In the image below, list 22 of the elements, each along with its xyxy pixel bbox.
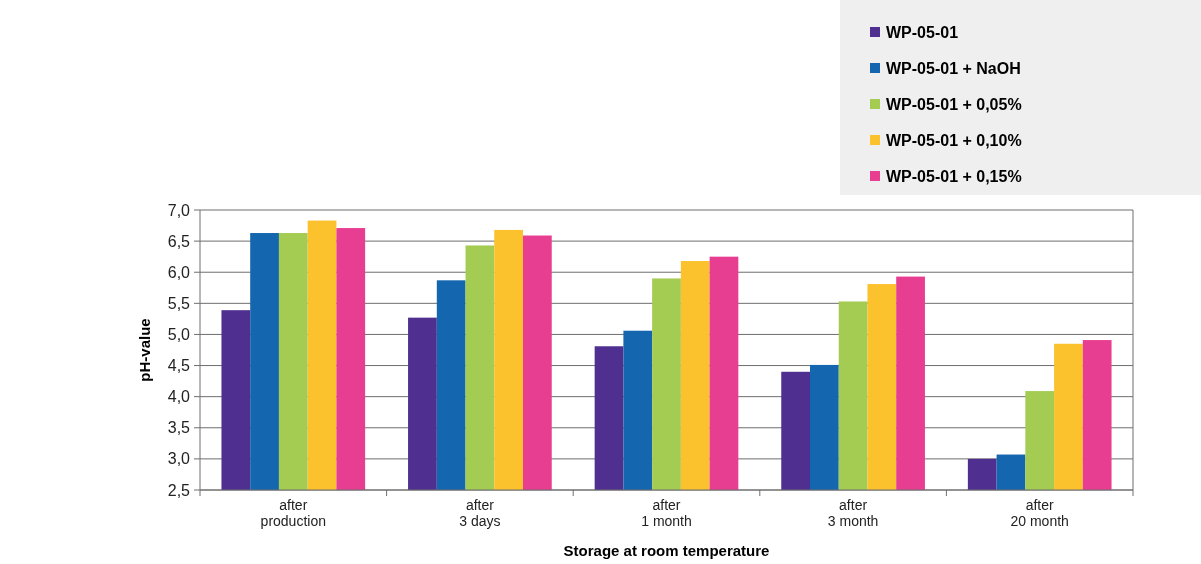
legend-label: WP-05-01 + 0,10%: [886, 131, 1022, 149]
x-tick-label: after 20 month: [1010, 497, 1069, 529]
x-tick-label: after 3 month: [827, 497, 879, 529]
legend-label: WP-05-01 + 0,05%: [886, 95, 1022, 113]
y-tick-label: 4,5: [167, 357, 191, 375]
legend-label: WP-05-01 + 0,15%: [886, 167, 1022, 185]
x-tick-label: after production: [260, 497, 326, 529]
y-tick-label: 2,5: [167, 481, 191, 499]
y-tick-label: 6,5: [167, 232, 191, 250]
y-tick-label: 3,5: [167, 419, 191, 437]
legend-label: WP-05-01 + NaOH: [886, 59, 1021, 77]
y-axis-title: pH-value: [136, 318, 153, 382]
y-tick-label: 5,0: [167, 326, 191, 344]
y-tick-label: 3,0: [167, 450, 191, 468]
y-tick-label: 5,5: [167, 294, 191, 312]
legend-label: WP-05-01: [886, 23, 959, 41]
x-axis-title: Storage at room temperature: [563, 542, 770, 559]
x-tick-label: after 1 month: [641, 497, 692, 529]
x-tick-label: after 3 days: [459, 497, 501, 529]
y-tick-label: 6,0: [167, 263, 191, 281]
y-tick-label: 7,0: [167, 201, 191, 219]
y-tick-label: 4,0: [167, 388, 191, 406]
